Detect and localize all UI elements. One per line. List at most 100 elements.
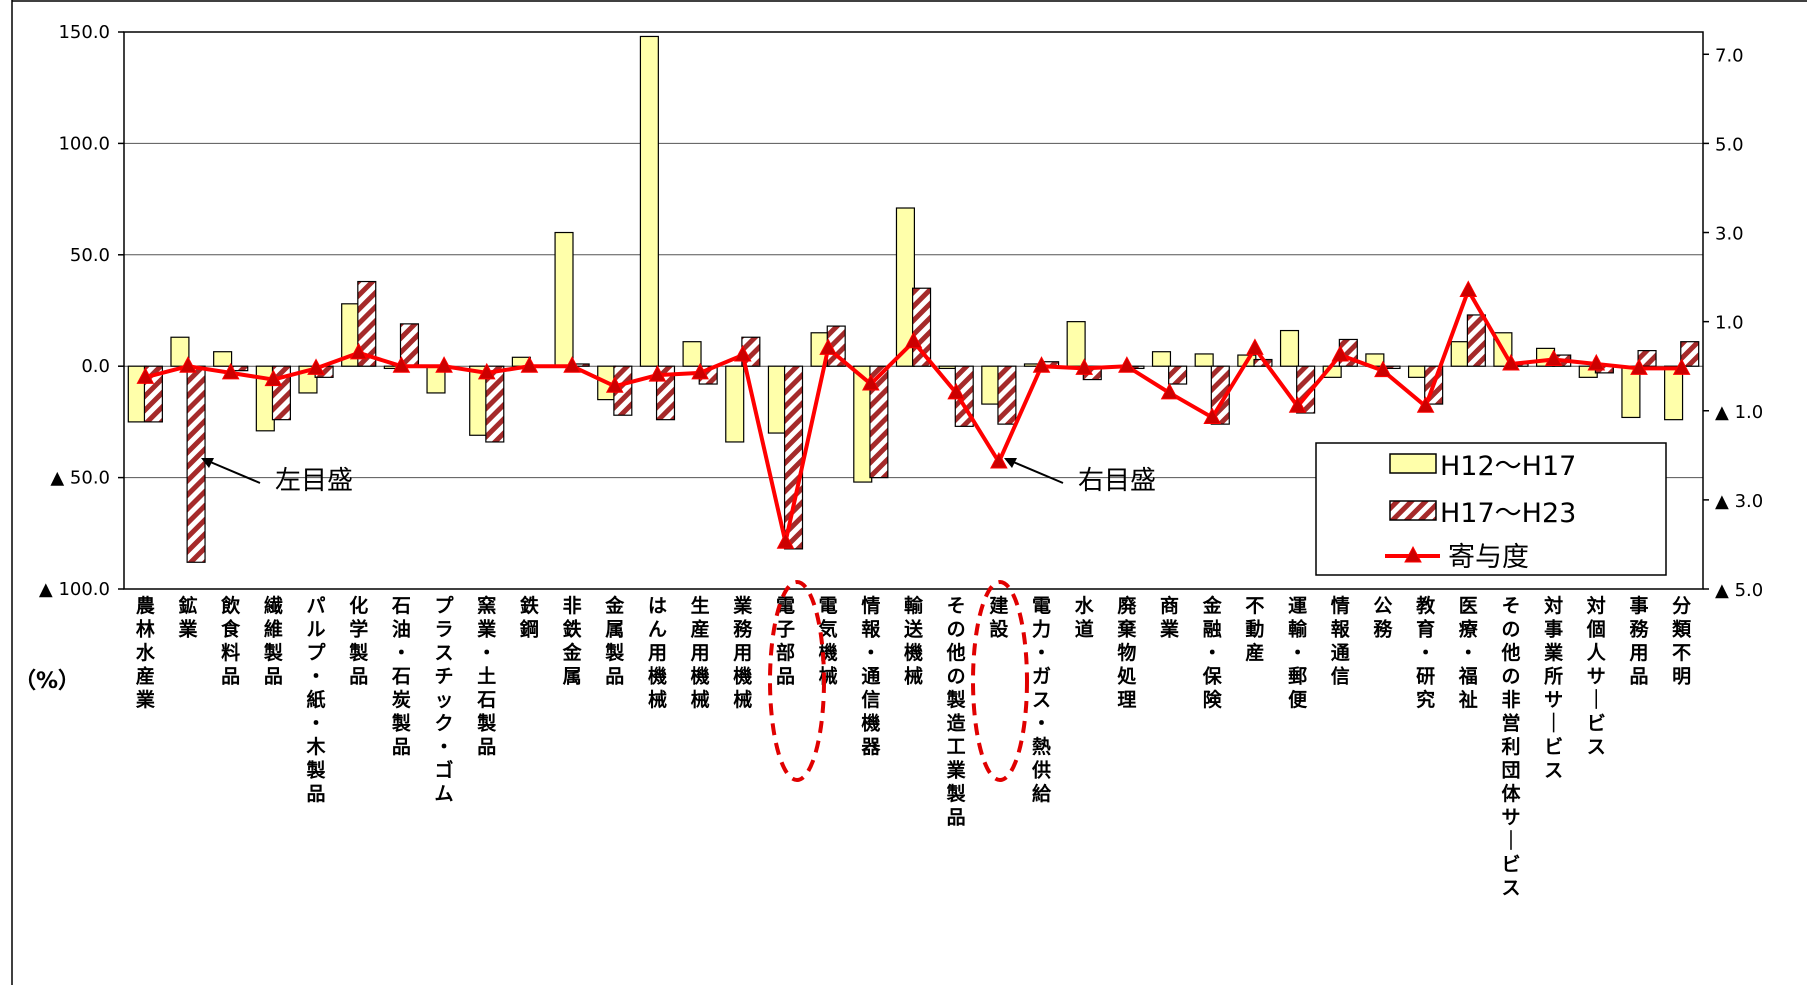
category-label-char: 石 [476, 689, 496, 711]
category-label-char: 療 [1459, 618, 1479, 641]
category-label-char: 物 [1117, 641, 1136, 664]
category-label-char: 務 [1373, 618, 1393, 641]
category-label-char: ・ [1032, 642, 1051, 664]
category-label-char: ス [1501, 877, 1520, 899]
contribution-marker [1160, 382, 1179, 400]
y-left-tick-label: 100.0 [58, 133, 110, 154]
category-label-char: 業 [135, 688, 156, 711]
category-label-char: 信 [1331, 665, 1350, 688]
category-label: 電子部品 [776, 595, 795, 688]
category-label: 公務 [1373, 595, 1393, 641]
category-label-char: 個 [1586, 619, 1606, 641]
category-label-char: プ [435, 594, 455, 617]
category-label-char: 繊 [264, 594, 283, 617]
category-label: 生産用機械 [691, 594, 710, 711]
category-label-char: 紙 [307, 688, 326, 711]
y-left-tick-label: 50.0 [70, 245, 110, 266]
highlight-ellipse-electronic-parts [768, 580, 826, 782]
bar-h12-h17 [639, 35, 659, 367]
unit-label: （%） [14, 669, 80, 694]
category-label-char: 産 [1245, 641, 1264, 664]
category-label-char: 鋼 [519, 618, 539, 641]
category-label-char: 体 [1501, 782, 1521, 805]
category-label-char: 製 [391, 713, 411, 735]
category-label: 医療・福祉 [1458, 595, 1479, 711]
category-label-char: の [1501, 666, 1520, 688]
contribution-marker [1075, 358, 1094, 375]
legend-label-h17-h23: H17～H23 [1440, 498, 1576, 529]
category-label-char: 金 [1202, 594, 1223, 617]
contribution-marker [1288, 396, 1307, 413]
contribution-marker [563, 356, 581, 373]
contribution-marker [307, 358, 325, 375]
category-label-char: ゴ [435, 759, 454, 782]
category-label-char: 機 [691, 665, 710, 688]
category-label-char: 鉄 [563, 618, 582, 641]
category-label-char: ス [435, 642, 454, 664]
annotation-right-arrow [1010, 460, 1064, 484]
category-label-char: 事 [1544, 618, 1563, 641]
category-label-char: 対 [1586, 594, 1606, 617]
category-label-char: 明 [1672, 666, 1691, 688]
contribution-marker [1587, 353, 1606, 371]
contribution-marker [520, 356, 539, 373]
category-label: 対個人サ｜ビス [1586, 594, 1607, 758]
category-label-char: 便 [1288, 689, 1308, 711]
contribution-marker [136, 367, 155, 384]
category-label-char: 製 [946, 689, 966, 711]
category-label-char: 所 [1544, 666, 1563, 688]
category-label-char: 料 [221, 641, 240, 664]
category-label-char: 用 [648, 642, 667, 664]
category-label-char: ん [648, 619, 667, 641]
category-label: 対事業所サ｜ビス [1543, 594, 1564, 782]
category-label: 窯業・土石製品 [476, 594, 497, 758]
contribution-marker [990, 451, 1008, 469]
category-label-char: ス [1032, 689, 1051, 711]
category-label-char: ｜ [1544, 712, 1563, 735]
category-label: 分類不明 [1671, 595, 1692, 688]
contribution-marker [648, 365, 667, 382]
category-label-char: 林 [136, 618, 155, 641]
category-label-char: 教 [1416, 594, 1436, 617]
category-label-char: ・ [392, 642, 411, 664]
category-label-char: ・ [1416, 642, 1435, 664]
category-label-char: 分 [1672, 595, 1691, 617]
category-label-char: 品 [477, 736, 496, 758]
category-label-char: ・ [307, 666, 326, 688]
category-label-char: 用 [1629, 642, 1648, 664]
annotation-left-scale: 左目盛 [201, 458, 353, 496]
category-label-char: 石 [391, 595, 411, 617]
category-label-char: 石 [391, 666, 411, 688]
y-left-tick-label: ▲ 50.0 [50, 468, 110, 489]
category-label-char: 土 [477, 666, 496, 688]
category-label-char: ・ [307, 713, 326, 735]
contribution-marker [435, 356, 453, 373]
contribution-marker [1118, 356, 1136, 373]
annotation-right-arrowhead [1004, 458, 1017, 468]
bar-h12-h17 [213, 351, 233, 367]
category-label-char: 輸 [904, 594, 924, 617]
category-label-char: 製 [946, 783, 966, 805]
category-label-char: 械 [691, 688, 710, 711]
contribution-marker [1203, 407, 1222, 424]
category-label-char: 電 [1032, 595, 1051, 617]
category-label-char: 非 [563, 595, 582, 617]
legend-swatch-h12-h17 [1389, 453, 1437, 474]
category-label-char: 学 [349, 618, 368, 641]
category-label-char: 通 [861, 666, 881, 688]
category-label-char: パ [307, 595, 326, 617]
category-label-char: 道 [1075, 618, 1094, 641]
category-label-char: 金 [562, 641, 583, 664]
category-label: 金属製品 [604, 594, 625, 688]
category-label-char: 通 [1331, 642, 1351, 664]
bar-h12-h17 [767, 365, 787, 434]
category-label-char: 業 [1543, 641, 1564, 664]
category-label-char: 品 [307, 783, 326, 805]
category-label: 石油・石炭製品 [391, 595, 411, 758]
contribution-marker [733, 344, 752, 362]
category-label-char: 製 [348, 642, 368, 664]
category-label: 運輸・郵便 [1288, 595, 1308, 711]
category-label: 商業 [1159, 594, 1180, 641]
category-label-char: 融 [1203, 619, 1222, 641]
contribution-marker [179, 356, 197, 373]
